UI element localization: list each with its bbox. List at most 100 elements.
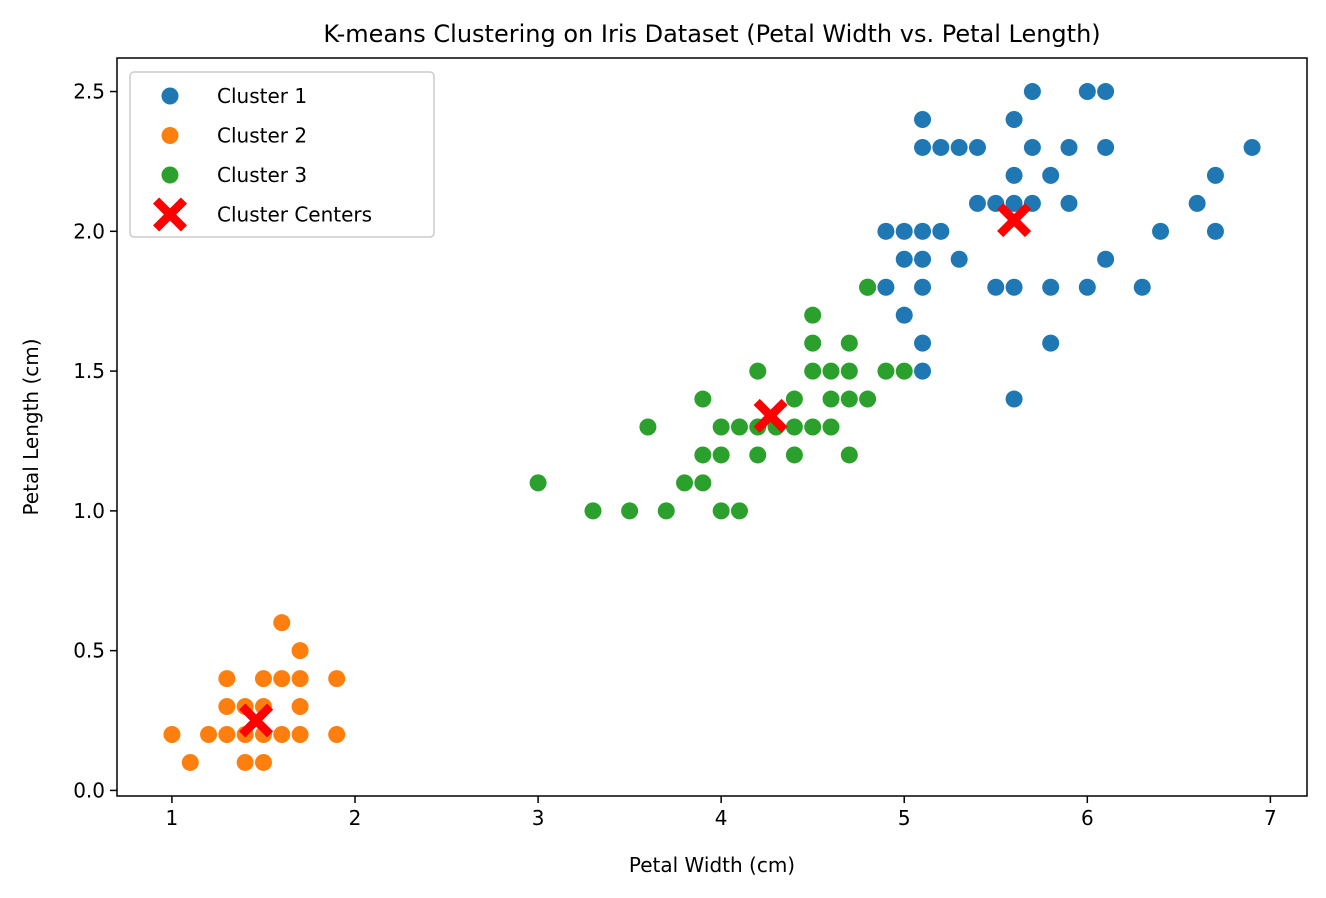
y-tick-label: 2.0 (73, 219, 105, 243)
data-point (749, 362, 767, 380)
x-tick-label: 3 (532, 806, 545, 830)
series-2 (163, 614, 346, 771)
data-point (218, 726, 236, 743)
data-point (1097, 250, 1115, 268)
data-point (804, 362, 822, 380)
y-tick-label: 2.5 (73, 80, 105, 104)
data-point (1042, 166, 1060, 184)
data-point (950, 138, 968, 156)
data-point (163, 726, 181, 743)
data-point (1060, 138, 1078, 156)
data-point (1206, 166, 1224, 184)
data-point (712, 502, 730, 520)
data-point (932, 138, 950, 156)
data-point (657, 502, 675, 520)
data-point (291, 642, 309, 660)
series-4 (239, 203, 1032, 738)
data-point (1060, 194, 1078, 212)
data-point (822, 362, 840, 380)
data-point (1097, 138, 1115, 156)
data-point (694, 390, 712, 408)
y-axis: 0.0 0.5 1.0 1.5 2.0 2.5 (73, 80, 117, 802)
data-point (895, 222, 913, 240)
chart-title: K-means Clustering on Iris Dataset (Peta… (323, 20, 1100, 48)
data-point (1042, 278, 1060, 296)
x-tick-label: 7 (1264, 806, 1277, 830)
data-point (273, 670, 291, 688)
data-point (639, 418, 657, 436)
data-point (859, 278, 877, 296)
plot-frame (116, 57, 1308, 797)
legend-label: Cluster 3 (217, 163, 307, 187)
data-point (1133, 278, 1151, 296)
data-point (1023, 138, 1041, 156)
data-point (1188, 194, 1206, 212)
x-axis: 1 2 3 4 5 6 7 (166, 796, 1277, 830)
data-point (712, 446, 730, 464)
data-point (676, 474, 694, 492)
cluster-center-marker (753, 398, 788, 433)
data-point (914, 250, 932, 268)
y-tick-label: 1.0 (73, 499, 105, 523)
data-point (1152, 222, 1170, 240)
y-tick-label: 0.0 (73, 778, 105, 802)
data-point (987, 278, 1005, 296)
data-point (328, 726, 346, 743)
legend-marker-x (153, 197, 187, 232)
y-axis-label: Petal Length (cm) (19, 338, 43, 515)
data-point (529, 474, 547, 492)
data-point (804, 306, 822, 324)
data-point (914, 138, 932, 156)
data-point (291, 698, 309, 716)
data-point (218, 670, 236, 688)
x-tick-label: 2 (349, 806, 362, 830)
data-point (804, 418, 822, 436)
data-point (877, 362, 895, 380)
data-point (859, 390, 877, 408)
data-point (273, 726, 291, 743)
data-point (895, 362, 913, 380)
cluster-center-marker (997, 203, 1032, 238)
y-tick-label: 0.5 (73, 639, 105, 663)
legend-marker (161, 87, 179, 105)
data-point (328, 670, 346, 688)
x-tick-label: 4 (715, 806, 728, 830)
data-point (1243, 138, 1261, 156)
data-point (785, 390, 803, 408)
series-1 (859, 83, 1261, 408)
data-point (694, 446, 712, 464)
data-point (1078, 83, 1096, 101)
legend-box (129, 71, 435, 238)
legend-label: Cluster 2 (217, 124, 307, 148)
data-point (840, 390, 858, 408)
data-point (712, 418, 730, 436)
x-tick-label: 6 (1081, 806, 1094, 830)
data-point (621, 502, 639, 520)
series-3 (529, 278, 913, 520)
data-point (932, 222, 950, 240)
data-point (1005, 166, 1023, 184)
data-point (968, 138, 986, 156)
legend: Cluster 1 Cluster 2 Cluster 3 Cluster Cente… (129, 71, 435, 238)
data-point (254, 753, 272, 771)
data-point (584, 502, 602, 520)
data-point (840, 334, 858, 352)
data-point (895, 250, 913, 268)
data-point (914, 278, 932, 296)
plot-area (116, 57, 1308, 797)
data-point (968, 194, 986, 212)
legend-label: Cluster 1 (217, 84, 307, 108)
data-point (749, 446, 767, 464)
x-tick-label: 5 (898, 806, 911, 830)
data-point (822, 390, 840, 408)
data-point (1097, 83, 1115, 101)
data-point (914, 222, 932, 240)
x-tick-label: 1 (166, 806, 179, 830)
legend-label: Cluster Centers (217, 203, 372, 227)
data-point (895, 306, 913, 324)
data-point (236, 753, 254, 771)
data-point (785, 446, 803, 464)
data-point (218, 698, 236, 716)
data-point (822, 418, 840, 436)
cluster-center-marker (239, 703, 274, 738)
